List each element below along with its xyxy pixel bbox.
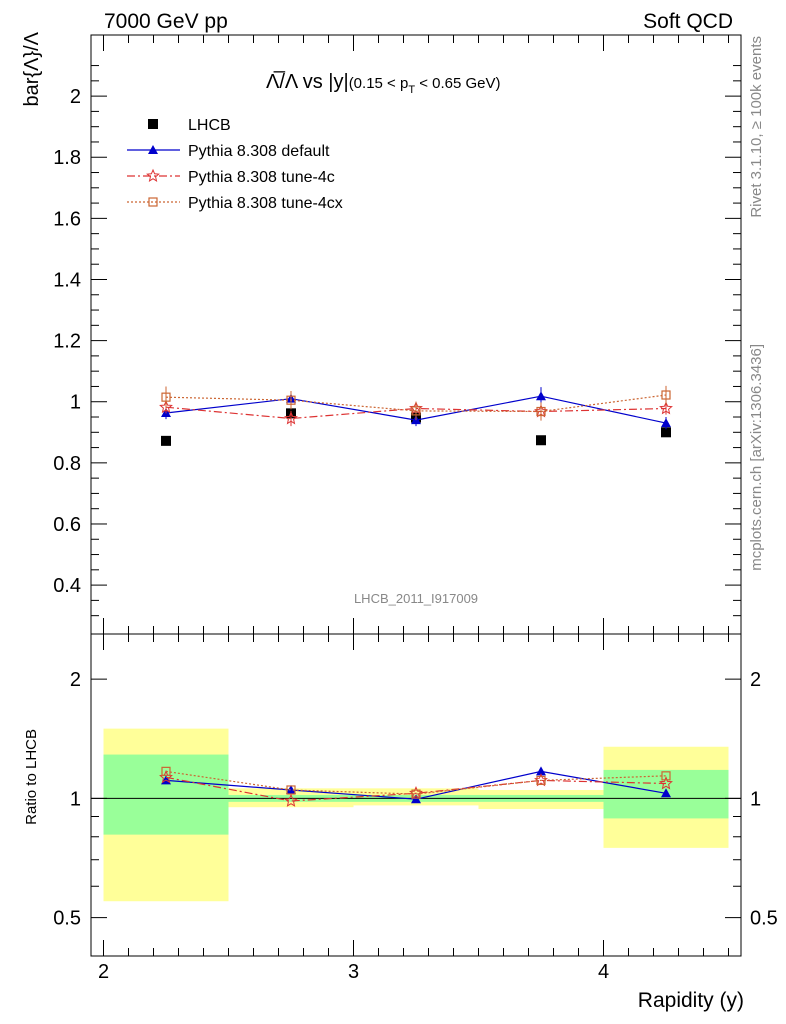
legend-marker-1 xyxy=(148,145,158,154)
plot-title-range-end: < 0.65 GeV) xyxy=(415,75,500,92)
ratio-ylabel: Ratio to LHCB xyxy=(23,729,40,825)
data-point-3 xyxy=(536,406,546,417)
main-ytick-label: 1.4 xyxy=(53,269,81,291)
header-left: 7000 GeV pp xyxy=(104,10,228,33)
data-point-2 xyxy=(659,401,673,415)
ratio-ytick-label-right: 0.5 xyxy=(750,908,778,930)
legend: LHCB Pythia 8.308 default Pythia 8.308 tun… xyxy=(127,117,343,212)
x-axis-label: Rapidity (y) xyxy=(638,989,744,1012)
plot-title: Λ̅/Λ vs |y|(0.15 < pT < 0.65 GeV) xyxy=(266,70,501,96)
ratio-point-2 xyxy=(411,789,421,799)
main-ytick-label: 0.8 xyxy=(53,453,81,475)
ratio-point-2 xyxy=(286,785,296,795)
axis-ticks xyxy=(91,35,741,956)
legend-label-2: Pythia 8.308 tune-4c xyxy=(188,169,335,186)
legend-label-3: Pythia 8.308 tune-4cx xyxy=(188,195,343,212)
series-line-2 xyxy=(165,406,667,420)
data-point-3 xyxy=(161,392,171,402)
rivet-label: Rivet 3.1.10, ≥ 100k events xyxy=(748,36,765,218)
uncertainty-bands xyxy=(103,728,729,902)
ratio-ytick-label-right: 2 xyxy=(750,669,761,691)
main-ytick-label: 2 xyxy=(70,86,81,108)
ratio-point-1 xyxy=(659,776,673,790)
data-point-lhcb xyxy=(661,427,671,438)
ratio-point-0 xyxy=(536,766,546,776)
ratio-line-1 xyxy=(165,776,667,802)
plot-title-sub: T xyxy=(408,84,415,96)
ratio-point-0 xyxy=(411,794,421,804)
ratio-ytick-label-left: 2 xyxy=(70,669,81,691)
main-ytick-label: 1.2 xyxy=(53,331,81,353)
watermark: LHCB_2011_I917009 xyxy=(354,591,478,606)
series-line-3 xyxy=(165,394,667,413)
plot-title-main: Λ̅/Λ vs |y| xyxy=(266,70,349,93)
ratio-line-2 xyxy=(165,770,667,795)
plot-title-range: (0.15 < p xyxy=(349,75,409,92)
legend-marker-3 xyxy=(148,197,158,207)
main-ytick-label: 0.6 xyxy=(53,514,81,536)
legend-marker-0 xyxy=(148,119,158,129)
ratio-ytick-label-left: 1 xyxy=(70,788,81,810)
legend-marker-2 xyxy=(146,168,160,182)
mcplots-label: mcplots.cern.ch [arXiv:1306.3436] xyxy=(748,344,765,571)
ratio-point-0 xyxy=(661,788,671,798)
ratio-point-0 xyxy=(286,784,296,794)
main-ylabel: bar{Λ}/Λ xyxy=(21,31,43,106)
data-point-3 xyxy=(286,395,296,405)
band-green-0 xyxy=(103,754,229,835)
ratio-frame xyxy=(90,633,742,957)
header-right: Soft QCD xyxy=(643,10,733,33)
data-point-1 xyxy=(661,418,671,428)
data-point-lhcb xyxy=(536,435,546,446)
ratio-point-1 xyxy=(284,793,298,807)
xtick-label: 3 xyxy=(348,961,359,983)
ratio-series xyxy=(159,766,673,807)
main-ytick-label: 1.8 xyxy=(53,147,81,169)
xtick-label: 4 xyxy=(598,961,609,983)
xtick-label: 2 xyxy=(98,961,109,983)
data-point-3 xyxy=(661,390,671,400)
main-ytick-label: 1 xyxy=(70,392,81,414)
main-series xyxy=(159,385,673,446)
ratio-ytick-label-right: 1 xyxy=(750,788,761,810)
main-ytick-label: 0.4 xyxy=(53,575,81,597)
ratio-point-2 xyxy=(536,775,546,786)
tick-labels: 0.4 0.6 0.8 1 1.2 1.4 1.6 1.8 2 0.5 0.5 1 1 2 2 2 3 4 xyxy=(53,86,778,983)
legend-label-1: Pythia 8.308 default xyxy=(188,143,330,160)
main-ytick-label: 1.6 xyxy=(53,208,81,230)
ratio-point-2 xyxy=(161,766,171,776)
ratio-point-2 xyxy=(661,771,671,781)
data-point-2 xyxy=(284,411,298,425)
data-point-lhcb xyxy=(161,435,171,446)
legend-label-0: LHCB xyxy=(188,117,231,134)
data-point-2 xyxy=(159,399,173,414)
data-point-1 xyxy=(536,391,546,401)
ratio-ytick-label-left: 0.5 xyxy=(53,908,81,930)
data-point-3 xyxy=(411,406,421,416)
